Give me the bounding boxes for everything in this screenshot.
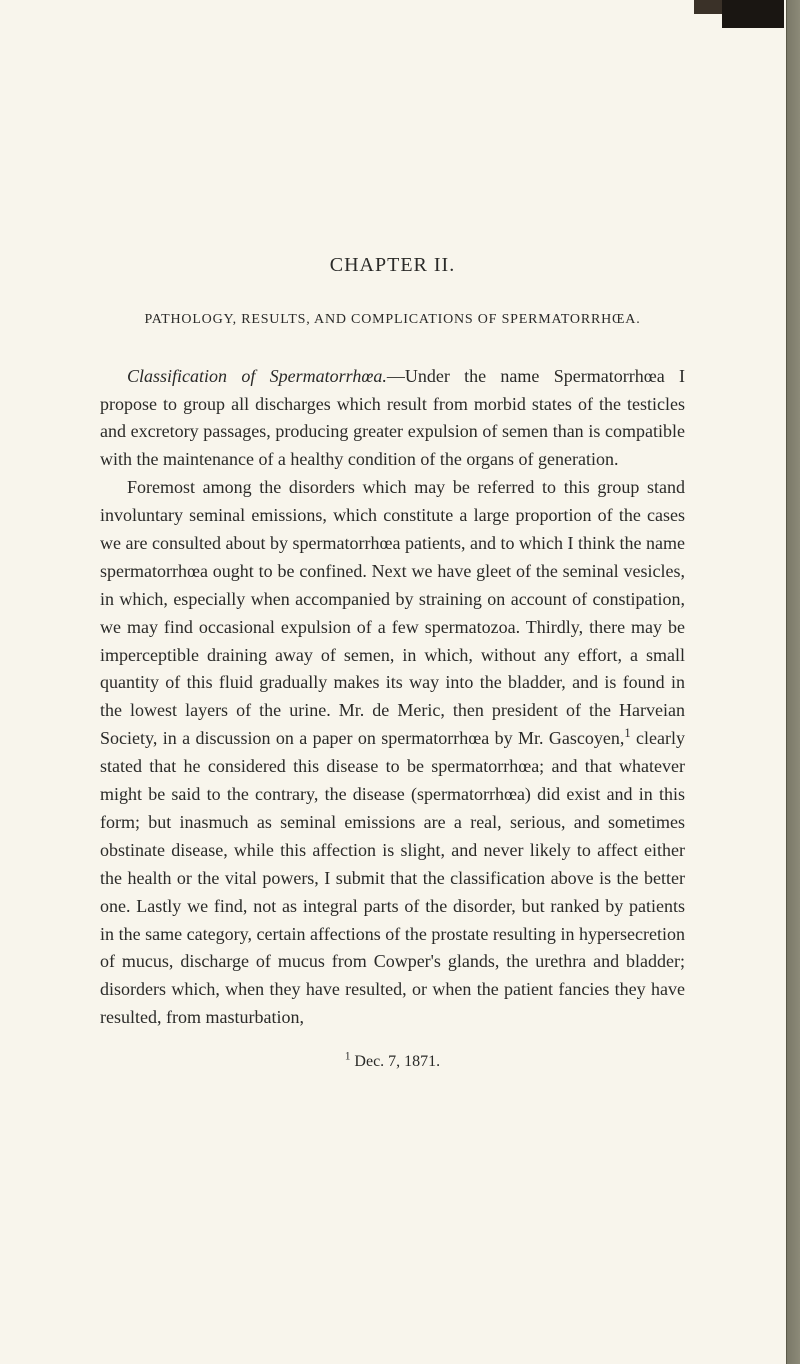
scan-artifact-dark-2 [694,0,722,14]
scan-artifact-dark [722,0,784,28]
paragraph-1-italic-lead: Classification of Spermatorrhœa. [127,366,387,386]
footnote: 1 Dec. 7, 1871. [100,1050,685,1075]
footnote-text: Dec. 7, 1871. [350,1053,440,1070]
paragraph-2-part1: Foremost among the disorders which may b… [100,477,685,748]
page-content: CHAPTER II. PATHOLOGY, RESULTS, AND COMP… [0,0,800,1135]
paragraph-1: Classification of Spermatorrhœa.—Under t… [100,363,685,475]
paragraph-2-part2: clearly stated that he considered this d… [100,728,685,1027]
section-title: PATHOLOGY, RESULTS, AND COMPLICATIONS OF… [100,309,685,331]
page-edge-shadow [786,0,800,1364]
chapter-title: CHAPTER II. [100,250,685,281]
paragraph-2: Foremost among the disorders which may b… [100,474,685,1032]
